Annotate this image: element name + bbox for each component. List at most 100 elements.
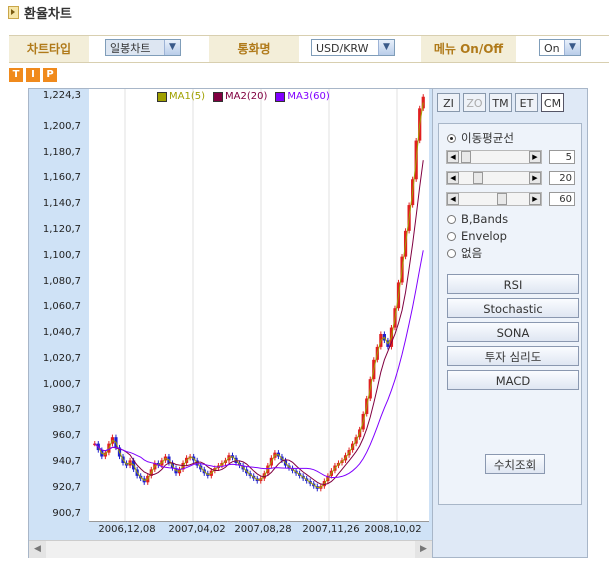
legend-label: MA1(5) — [169, 91, 205, 102]
indicator-panel: 이동평균선 ◀ ▶ 5 ◀ ▶ 20 ◀ ▶ 60 B,Bands Envelo… — [438, 123, 582, 505]
currency-value: USD/KRW — [316, 42, 369, 55]
plot-area[interactable]: MA1(5) MA2(20) MA3(60) — [89, 89, 429, 521]
slider-right-icon[interactable]: ▶ — [529, 151, 541, 163]
rsi-button[interactable]: RSI — [447, 274, 579, 294]
y-tick-label: 1,200,7 — [42, 120, 81, 132]
tm-button[interactable]: TM — [489, 93, 512, 112]
zoom-out-button[interactable]: ZO — [463, 93, 486, 112]
ma-line-2 — [94, 160, 424, 485]
legend-item: MA1(5) — [157, 91, 205, 102]
slider-thumb[interactable] — [497, 193, 507, 205]
zoom-in-button[interactable]: ZI — [437, 93, 460, 112]
horizontal-scrollbar[interactable]: ◀ ▶ — [29, 540, 432, 558]
legend-label: MA2(20) — [225, 91, 268, 102]
y-tick-label: 920,7 — [52, 481, 81, 493]
cm-button[interactable]: CM — [541, 93, 564, 112]
scroll-right-icon[interactable]: ▶ — [415, 541, 432, 558]
x-tick-label: 2006,12,08 — [98, 524, 156, 535]
y-tick-label: 1,160,7 — [42, 172, 81, 184]
x-axis: 2006,12,08 2007,04,02 2007,08,28 2007,11,26… — [89, 521, 429, 540]
legend-item: MA3(60) — [275, 91, 330, 102]
candle-body — [93, 443, 97, 446]
y-axis: 1,224,3 1,200,7 1,180,7 1,160,7 1,140,7 1,120… — [29, 89, 87, 521]
bullet-icon — [8, 5, 19, 19]
y-tick-label: 1,224,3 — [42, 90, 81, 102]
tip-badge[interactable]: T I P — [9, 68, 57, 82]
x-tick-label: 2008,10,02 — [364, 524, 422, 535]
y-tick-label: 1,140,7 — [42, 198, 81, 210]
slider-left-icon[interactable]: ◀ — [447, 172, 459, 184]
tip-letter: I — [26, 68, 40, 82]
y-tick-label: 1,080,7 — [42, 275, 81, 287]
chart-legend: MA1(5) MA2(20) MA3(60) — [157, 91, 330, 102]
chevron-down-icon[interactable]: ▼ — [378, 40, 394, 55]
slider-right-icon[interactable]: ▶ — [529, 172, 541, 184]
chart-type-select[interactable]: 일봉차트 ▼ — [105, 39, 181, 56]
x-tick-label: 2007,04,02 — [168, 524, 226, 535]
slider-right-icon[interactable]: ▶ — [529, 193, 541, 205]
currency-select[interactable]: USD/KRW ▼ — [311, 39, 395, 56]
radio-dot — [447, 248, 456, 258]
y-tick-label: 1,000,7 — [42, 378, 81, 390]
scroll-left-icon[interactable]: ◀ — [29, 541, 46, 558]
radio-dot — [447, 133, 456, 143]
y-tick-label: 1,060,7 — [42, 301, 81, 313]
legend-label: MA3(60) — [287, 91, 330, 102]
chart-area: 1,224,3 1,200,7 1,180,7 1,160,7 1,140,7 1,120… — [28, 88, 433, 558]
radio-envelop[interactable]: Envelop — [447, 229, 507, 243]
tip-letter: P — [43, 68, 57, 82]
y-tick-label: 1,180,7 — [42, 146, 81, 158]
y-tick-label: 980,7 — [52, 404, 81, 416]
chevron-down-icon[interactable]: ▼ — [164, 40, 180, 55]
y-tick-label: 1,120,7 — [42, 223, 81, 235]
psychology-button[interactable]: 투자 심리도 — [447, 346, 579, 366]
candle-chart-svg — [93, 89, 425, 521]
y-tick-label: 1,040,7 — [42, 327, 81, 339]
slider-left-icon[interactable]: ◀ — [447, 151, 459, 163]
legend-item: MA2(20) — [213, 91, 267, 102]
sona-button[interactable]: SONA — [447, 322, 579, 342]
page-title-text: 환율차트 — [24, 6, 72, 22]
currency-label: 통화명 — [209, 36, 299, 62]
chevron-down-icon[interactable]: ▼ — [564, 40, 580, 55]
control-bar: 차트타입 일봉차트 ▼ 통화명 USD/KRW ▼ 메뉴 On/Off On ▼ — [9, 35, 609, 63]
radio-moving-average[interactable]: 이동평균선 — [447, 130, 514, 146]
ma-line-3 — [94, 250, 424, 479]
legend-swatch — [157, 91, 167, 102]
radio-none[interactable]: 없음 — [447, 245, 482, 261]
menu-toggle-select[interactable]: On ▼ — [539, 39, 581, 56]
radio-bbands[interactable]: B,Bands — [447, 212, 508, 226]
slider-thumb[interactable] — [473, 172, 483, 184]
menu-toggle-value: On — [544, 42, 560, 55]
ma1-value[interactable]: 5 — [549, 150, 575, 164]
zoom-toolbar: ZI ZO TM ET CM — [437, 93, 564, 112]
ma2-slider[interactable]: ◀ ▶ — [446, 171, 542, 185]
page-title: 환율차트 — [8, 2, 72, 22]
menu-toggle-label: 메뉴 On/Off — [421, 36, 516, 62]
x-tick-label: 2007,08,28 — [234, 524, 292, 535]
x-tick-label: 2007,11,26 — [302, 524, 360, 535]
stochastic-button[interactable]: Stochastic — [447, 298, 579, 318]
right-panel: ZI ZO TM ET CM 이동평균선 ◀ ▶ 5 ◀ ▶ 20 ◀ ▶ 60 — [432, 88, 588, 558]
radio-label: Envelop — [461, 229, 507, 243]
value-query-button[interactable]: 수치조회 — [485, 454, 545, 474]
legend-swatch — [213, 91, 223, 102]
macd-button[interactable]: MACD — [447, 370, 579, 390]
ma3-slider[interactable]: ◀ ▶ — [446, 192, 542, 206]
ma-line-1 — [94, 102, 424, 488]
radio-label: 이동평균선 — [461, 131, 514, 145]
y-tick-label: 940,7 — [52, 456, 81, 468]
y-tick-label: 1,020,7 — [42, 352, 81, 364]
slider-thumb[interactable] — [461, 151, 471, 163]
tip-letter: T — [9, 68, 23, 82]
radio-label: B,Bands — [461, 212, 509, 226]
slider-left-icon[interactable]: ◀ — [447, 193, 459, 205]
chart-type-value: 일봉차트 — [110, 42, 151, 55]
radio-label: 없음 — [461, 246, 483, 260]
ma3-value[interactable]: 60 — [549, 192, 575, 206]
et-button[interactable]: ET — [515, 93, 538, 112]
ma1-slider[interactable]: ◀ ▶ — [446, 150, 542, 164]
y-tick-label: 1,100,7 — [42, 249, 81, 261]
chart-type-label: 차트타입 — [9, 36, 89, 62]
ma2-value[interactable]: 20 — [549, 171, 575, 185]
